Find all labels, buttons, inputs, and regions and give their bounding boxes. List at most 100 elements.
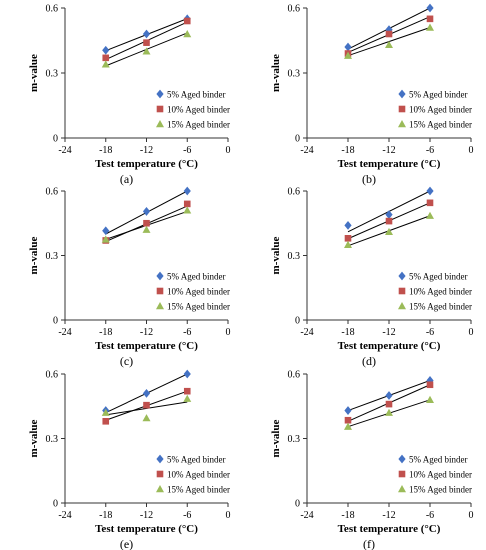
x-tick-label: -24 [300, 327, 313, 338]
data-point-square [183, 17, 191, 25]
data-point-square [143, 401, 150, 409]
data-point-triangle [142, 225, 151, 233]
data-point-triangle [344, 51, 352, 59]
y-tick-label: 0 [53, 316, 58, 327]
data-point-square [398, 287, 406, 295]
series [102, 387, 191, 425]
series [344, 3, 434, 52]
x-tick-label: -6 [183, 145, 191, 156]
y-tick-label: 0.3 [288, 434, 301, 445]
y-tick-label: 0.3 [46, 251, 59, 262]
data-point-triangle [426, 23, 434, 31]
data-point-triangle [156, 485, 164, 493]
chart-panel-2: -24 -18 -12 -6 0 0 0.3 0.6 Test temperature (°C)… [270, 4, 474, 187]
x-tick-label: -18 [99, 145, 112, 156]
data-point-triangle [156, 302, 164, 310]
data-point-square [102, 418, 110, 425]
series [344, 381, 434, 424]
legend-label: 15% Aged binder [409, 302, 472, 312]
x-axis-title: Test temperature (°C) [338, 340, 441, 352]
data-point-diamond [156, 271, 164, 281]
x-tick-label: -18 [341, 327, 354, 338]
legend-label: 10% Aged binder [167, 470, 230, 480]
legend-label: 15% Aged binder [167, 120, 230, 130]
data-point-triangle [183, 30, 192, 38]
legend-label: 10% Aged binder [409, 287, 472, 297]
y-axis-title: m-value [270, 54, 282, 92]
x-tick-label: -12 [140, 327, 153, 338]
y-tick-label: 0 [53, 134, 58, 145]
data-point-square [385, 30, 393, 38]
x-tick-label: -18 [341, 145, 354, 156]
chart-panel-5: -24 -18 -12 -6 0 0 0.3 0.6 Test temperature (°C)… [28, 370, 231, 550]
data-point-triangle [385, 408, 393, 416]
data-point-diamond [344, 221, 352, 230]
data-point-triangle [426, 395, 434, 403]
legend-label: 5% Aged binder [409, 90, 468, 100]
data-point-diamond [385, 391, 393, 400]
x-tick-label: -24 [300, 145, 313, 156]
x-axis-title: Test temperature (°C) [95, 340, 198, 352]
data-point-diamond [183, 369, 191, 379]
data-point-diamond [398, 454, 406, 464]
data-point-square [344, 235, 352, 242]
x-tick-label: -18 [99, 327, 112, 338]
x-tick-label: -12 [140, 510, 153, 521]
data-point-triangle [101, 408, 110, 416]
panel-label: (b) [362, 172, 376, 186]
y-tick-label: 0.3 [46, 434, 59, 445]
data-point-diamond [426, 186, 434, 196]
data-point-square [183, 387, 191, 395]
y-tick-label: 0.6 [288, 187, 301, 198]
x-tick-label: -6 [183, 327, 191, 338]
chart-panel-4: -24 -18 -12 -6 0 0 0.3 0.6 Test temperature (°C)… [270, 187, 474, 369]
data-point-square [426, 381, 434, 389]
data-point-diamond [426, 3, 434, 13]
series [344, 199, 434, 242]
data-point-square [156, 105, 164, 113]
data-point-triangle [183, 206, 192, 214]
chart-panel-1: -24 -18 -12 -6 0 0 0.3 0.6 Test temperature (°C)… [28, 4, 231, 187]
data-point-diamond [398, 89, 406, 99]
x-tick-label: 0 [469, 327, 474, 338]
x-tick-label: -24 [58, 327, 71, 338]
data-point-square [183, 200, 191, 208]
data-point-square [426, 199, 434, 207]
legend-label: 5% Aged binder [167, 455, 226, 465]
panel-label: (e) [120, 537, 133, 550]
x-tick-label: -6 [183, 510, 191, 521]
legend-label: 5% Aged binder [167, 272, 226, 282]
x-tick-label: 0 [469, 510, 474, 521]
y-axis-title: m-value [270, 236, 282, 274]
series [344, 23, 434, 59]
data-point-square [156, 470, 164, 478]
y-tick-label: 0 [295, 499, 300, 510]
y-tick-label: 0 [295, 316, 300, 327]
data-point-triangle [344, 240, 352, 248]
series [344, 211, 434, 248]
x-tick-label: -12 [140, 145, 153, 156]
panel-label: (a) [120, 172, 133, 186]
legend-label: 10% Aged binder [167, 105, 230, 115]
y-tick-label: 0.3 [46, 69, 59, 80]
data-point-triangle [344, 422, 352, 430]
series [101, 394, 192, 422]
x-axis-title: Test temperature (°C) [95, 158, 198, 170]
x-tick-label: -12 [382, 145, 395, 156]
panel-label: (c) [120, 354, 133, 368]
x-tick-label: 0 [226, 510, 231, 521]
chart-panel-6: -24 -18 -12 -6 0 0 0.3 0.6 Test temperature (°C)… [270, 370, 474, 550]
data-point-diamond [398, 271, 406, 281]
panel-label: (d) [362, 354, 376, 368]
series [344, 186, 434, 230]
x-tick-label: -24 [58, 145, 71, 156]
data-point-triangle [142, 414, 151, 422]
legend-label: 15% Aged binder [167, 485, 230, 495]
data-point-square [102, 54, 110, 62]
x-tick-label: 0 [226, 327, 231, 338]
data-point-diamond [102, 45, 110, 55]
data-point-diamond [385, 210, 393, 220]
legend-label: 5% Aged binder [409, 272, 468, 282]
chart-panel-3: -24 -18 -12 -6 0 0 0.3 0.6 Test temperature (°C)… [28, 187, 231, 369]
legend-label: 5% Aged binder [167, 90, 226, 100]
